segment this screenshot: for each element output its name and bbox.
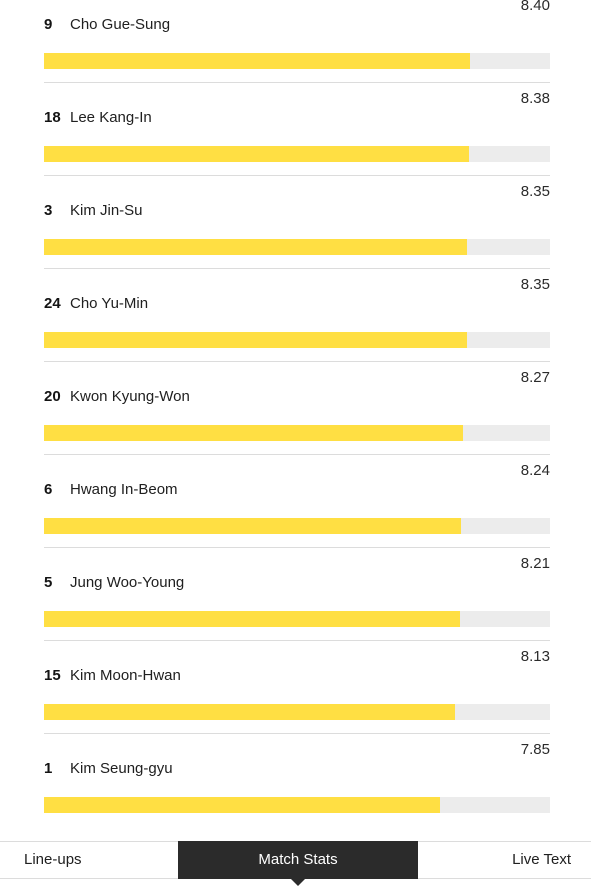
player-number: 20 <box>44 388 61 405</box>
tab-line-ups[interactable]: Line-ups <box>24 851 82 868</box>
tab-live-text[interactable]: Live Text <box>512 851 571 868</box>
player-name: Hwang In-Beom <box>70 481 178 498</box>
player-name: Kwon Kyung-Won <box>70 388 190 405</box>
row-divider <box>44 640 550 641</box>
player-rating-value: 7.85 <box>520 741 550 758</box>
player-number: 15 <box>44 667 61 684</box>
player-number: 24 <box>44 295 61 312</box>
player-rating-value: 8.21 <box>520 555 550 572</box>
rating-bar-track <box>44 53 550 69</box>
player-rating-row: 5 Jung Woo-Young 8.21 <box>44 547 550 640</box>
row-divider <box>44 361 550 362</box>
player-name: Kim Jin-Su <box>70 202 143 219</box>
player-rating-value: 8.35 <box>520 183 550 200</box>
bottom-tab-bar: Line-ups Match Stats Live Text <box>0 841 591 886</box>
player-number: 3 <box>44 202 53 219</box>
player-name: Kim Seung-gyu <box>70 760 173 777</box>
rating-bar-fill <box>44 704 455 720</box>
player-rating-row: 9 Cho Gue-Sung 8.40 <box>44 0 550 82</box>
player-rating-value: 8.35 <box>520 276 550 293</box>
rating-bar-track <box>44 704 550 720</box>
rating-bar-fill <box>44 146 469 162</box>
player-rating-value: 8.38 <box>520 90 550 107</box>
row-divider <box>44 268 550 269</box>
player-rating-row: 20 Kwon Kyung-Won 8.27 <box>44 361 550 454</box>
player-name: Cho Yu-Min <box>70 295 149 312</box>
row-divider <box>44 175 550 176</box>
player-rating-row: 24 Cho Yu-Min 8.35 <box>44 268 550 361</box>
rating-bar-track <box>44 518 550 534</box>
player-rating-value: 8.13 <box>520 648 550 665</box>
row-divider <box>44 547 550 548</box>
player-number: 1 <box>44 760 53 777</box>
rating-bar-fill <box>44 239 467 255</box>
player-rating-row: 3 Kim Jin-Su 8.35 <box>44 175 550 268</box>
rating-bar-fill <box>44 332 467 348</box>
player-rating-row: 18 Lee Kang-In 8.38 <box>44 82 550 175</box>
rating-bar-track <box>44 797 550 813</box>
rating-bar-track <box>44 425 550 441</box>
rating-bar-track <box>44 611 550 627</box>
rating-bar-track <box>44 239 550 255</box>
player-name: Cho Gue-Sung <box>70 16 171 33</box>
tab-match-stats[interactable]: Match Stats <box>178 841 418 886</box>
rating-bar-fill <box>44 518 461 534</box>
player-number: 5 <box>44 574 53 591</box>
row-divider <box>44 733 550 734</box>
player-name: Lee Kang-In <box>70 109 152 126</box>
rating-bar-fill <box>44 797 440 813</box>
player-number: 18 <box>44 109 61 126</box>
player-rating-value: 8.40 <box>520 0 550 14</box>
row-divider <box>44 454 550 455</box>
rating-bar-fill <box>44 53 470 69</box>
player-number: 9 <box>44 16 53 33</box>
rating-bar-fill <box>44 425 463 441</box>
rating-bar-track <box>44 332 550 348</box>
player-number: 6 <box>44 481 53 498</box>
active-tab-caret-icon <box>291 879 305 886</box>
player-name: Jung Woo-Young <box>70 574 185 591</box>
tab-match-stats-label: Match Stats <box>258 851 338 868</box>
row-divider <box>44 82 550 83</box>
player-rating-row: 6 Hwang In-Beom 8.24 <box>44 454 550 547</box>
player-rating-value: 8.24 <box>520 462 550 479</box>
player-rating-value: 8.27 <box>520 369 550 386</box>
player-rating-row: 1 Kim Seung-gyu 7.85 <box>44 733 550 826</box>
player-rating-row: 15 Kim Moon-Hwan 8.13 <box>44 640 550 733</box>
rating-bar-track <box>44 146 550 162</box>
player-name: Kim Moon-Hwan <box>70 667 181 684</box>
rating-bar-fill <box>44 611 460 627</box>
